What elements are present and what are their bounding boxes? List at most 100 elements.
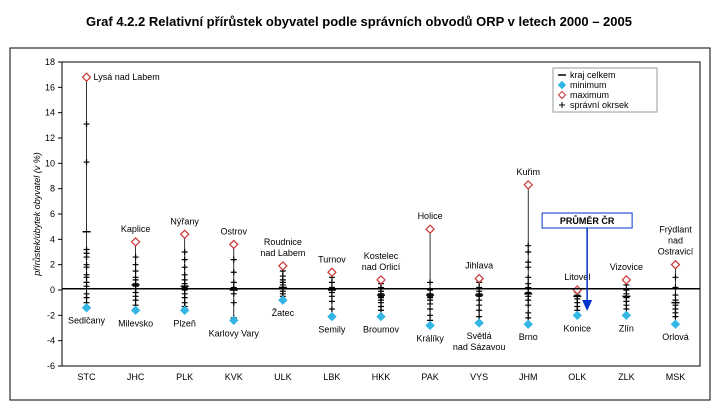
maximum-label: Turnov	[318, 254, 346, 264]
maximum-marker	[621, 275, 632, 285]
okrsek-marker	[132, 261, 139, 268]
legend-label: minimum	[570, 80, 607, 90]
maximum-marker	[327, 267, 337, 278]
minimum-marker	[376, 311, 386, 322]
okrsek-marker	[132, 297, 139, 304]
okrsek-marker	[525, 274, 532, 281]
maximum-label: Kostelec	[364, 251, 399, 261]
maximum-marker	[376, 275, 386, 285]
minimum-label: Semily	[318, 325, 346, 335]
okrsek-marker	[230, 269, 237, 276]
minimum-marker	[670, 319, 681, 329]
okrsek-marker	[328, 293, 335, 300]
maximum-label: Frýdlant	[659, 225, 692, 235]
okrsek-marker	[328, 279, 335, 286]
maximum-label: Holice	[418, 211, 443, 221]
minimum-label: Žatec	[272, 308, 295, 318]
minimum-label: Světlá	[467, 331, 492, 341]
okrsek-marker	[476, 297, 483, 304]
okrsek-marker	[83, 294, 90, 301]
x-tick-label: JHM	[519, 372, 538, 382]
y-axis-label: přírůstek/úbytek obyvatel (v %)	[32, 152, 42, 277]
okrsek-marker	[672, 274, 679, 281]
okrsek-marker	[525, 297, 532, 304]
minimum-marker	[474, 318, 484, 328]
minimum-marker	[523, 319, 533, 329]
okrsek-marker	[230, 279, 237, 286]
okrsek-marker	[83, 159, 90, 166]
minimum-marker	[425, 320, 435, 331]
minimum-label: Brno	[519, 332, 538, 342]
okrsek-marker	[525, 309, 532, 316]
y-tick-label: 4	[50, 234, 55, 244]
reference-arrowhead	[582, 300, 593, 311]
y-tick-label: -6	[47, 361, 55, 371]
okrsek-marker	[230, 256, 237, 263]
y-tick-label: 0	[50, 285, 55, 295]
minimum-marker	[572, 310, 583, 321]
y-tick-label: -4	[47, 336, 55, 346]
maximum-label: Kaplice	[121, 224, 151, 234]
y-tick-label: 14	[45, 108, 55, 118]
y-tick-label: 8	[50, 184, 55, 194]
okrsek-marker	[83, 274, 90, 281]
okrsek-marker	[230, 290, 237, 297]
minimum-label: Broumov	[363, 325, 400, 335]
minimum-label: Plzeň	[173, 318, 196, 328]
minimum-label: Konice	[564, 323, 592, 333]
maximum-label: Jihlava	[465, 261, 493, 271]
okrsek-marker	[525, 302, 532, 309]
y-tick-label: 16	[45, 82, 55, 92]
okrsek-marker	[328, 306, 335, 312]
minimum-marker	[179, 305, 190, 315]
x-tick-label: LBK	[323, 372, 340, 382]
x-tick-label: VYS	[470, 372, 488, 382]
maximum-label: Nýřany	[170, 216, 199, 226]
okrsek-marker	[427, 279, 434, 286]
okrsek-marker	[181, 264, 188, 271]
maximum-label: Lysá nad Labem	[94, 72, 160, 82]
maximum-label: Kuřim	[516, 167, 540, 177]
maximum-label: Litovel	[564, 272, 590, 282]
minimum-label: Karlovy Vary	[209, 328, 260, 338]
maximum-marker	[425, 224, 435, 235]
chart-title: Graf 4.2.2 Relativní přírůstek obyvatel …	[86, 14, 632, 29]
okrsek-marker	[83, 264, 90, 271]
minimum-label: nad Sázavou	[453, 342, 506, 352]
minimum-label: Zlín	[619, 323, 634, 333]
okrsek-marker	[83, 121, 90, 128]
minimum-marker	[130, 305, 141, 315]
maximum-marker	[81, 72, 92, 83]
maximum-marker	[179, 229, 190, 240]
maximum-label: nad Labem	[260, 248, 305, 258]
okrsek-marker	[525, 242, 532, 249]
legend-label: maximum	[570, 90, 609, 100]
minimum-marker	[229, 315, 239, 326]
minimum-label: Orlová	[662, 332, 689, 342]
legend-marker	[557, 90, 567, 100]
x-tick-label: ULK	[274, 372, 292, 382]
x-tick-label: MSK	[666, 372, 686, 382]
y-tick-label: 10	[45, 158, 55, 168]
maximum-label: Roudnice	[264, 237, 302, 247]
maximum-label: nad Orlicí	[362, 262, 401, 272]
x-tick-label: ZLK	[618, 372, 635, 382]
legend-marker	[557, 80, 567, 90]
y-tick-label: 2	[50, 260, 55, 270]
okrsek-marker	[83, 254, 90, 261]
okrsek-marker	[181, 256, 188, 263]
okrsek-marker	[427, 300, 434, 307]
minimum-marker	[81, 303, 92, 313]
maximum-marker	[670, 259, 681, 270]
x-tick-label: HKK	[372, 372, 391, 382]
y-tick-label: 12	[45, 133, 55, 143]
maximum-marker	[523, 180, 534, 190]
okrsek-marker	[427, 312, 434, 319]
okrsek-marker	[181, 294, 188, 301]
okrsek-marker	[672, 313, 679, 320]
okrsek-marker	[525, 264, 532, 271]
legend-box	[552, 67, 658, 113]
maximum-marker	[130, 237, 141, 247]
y-tick-label: 6	[50, 209, 55, 219]
maximum-marker	[277, 261, 288, 271]
